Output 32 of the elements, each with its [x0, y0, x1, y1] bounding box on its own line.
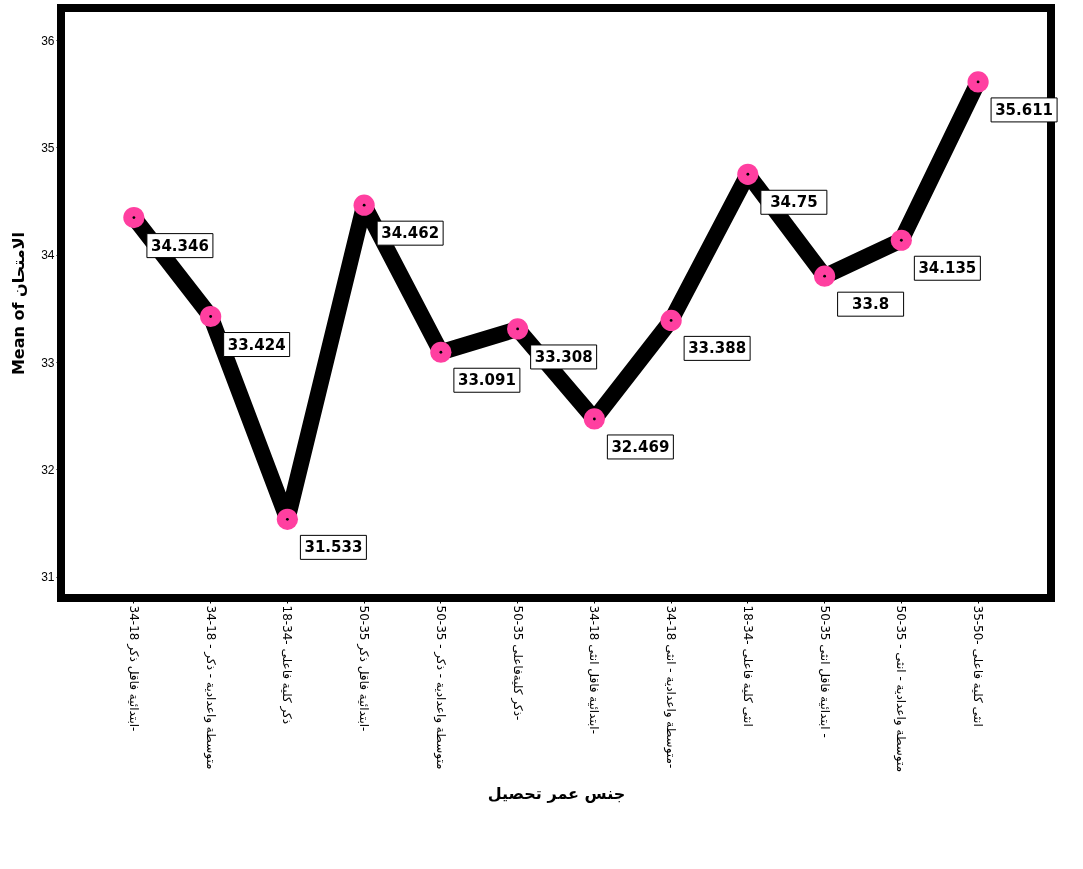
- x-tick-label: ابتدائية فاقل ذكر 18-34-: [125, 605, 141, 732]
- y-tick-label: 31: [41, 570, 55, 585]
- x-tick-label: ابتدائية فاقل انثى 35-50 -: [817, 605, 832, 738]
- y-tick-label: 32: [41, 462, 55, 477]
- data-label: 34.135: [918, 259, 977, 278]
- x-tick-label: 35-50- انثى كلية فاعلى: [971, 605, 986, 727]
- x-axis-title: جنس عمر تحصيل: [487, 784, 626, 804]
- data-label: 35.611: [995, 100, 1054, 119]
- data-label: 33.308: [534, 347, 593, 366]
- data-label: 33.8: [852, 295, 890, 314]
- x-tick-label: ذكر كليةفاعلى 35-50-: [509, 605, 525, 721]
- y-axis-title: Mean of الامتحان: [9, 231, 29, 376]
- data-label: 32.469: [611, 437, 670, 456]
- x-tick-label: متوسطة واعدادية - ذكر - 35-50: [432, 605, 448, 770]
- data-label: 31.533: [304, 538, 363, 557]
- x-tick-label: ابتدائية فاقل انثى 18-34-: [587, 605, 602, 735]
- y-tick-label: 35: [41, 140, 55, 155]
- x-tick-label: متوسطة واعدادية - ذكر - 18-34: [202, 605, 218, 770]
- y-tick-label: 34: [41, 248, 55, 263]
- x-tick-label: 18-34- انثى كلية فاعلى: [740, 605, 755, 727]
- x-tick-label: ابتدائية فاقل ذكر 35-50-: [356, 605, 372, 732]
- data-label: 34.346: [150, 236, 209, 255]
- data-label: 33.388: [688, 339, 747, 358]
- data-label: 33.424: [227, 335, 286, 354]
- x-tick-label: متوسطة واعدادية - انثى 18-34-: [663, 605, 679, 769]
- y-tick-label: 36: [41, 33, 55, 48]
- data-label: 33.091: [457, 371, 516, 390]
- y-tick-label: 33: [41, 355, 55, 370]
- x-tick-label: متوسطة واعدادية - انثى - 35-50: [893, 605, 909, 773]
- data-label: 34.75: [770, 193, 818, 212]
- x-tick-label: 18-34- ذكر كلية فاعلى: [279, 605, 295, 725]
- data-label: 34.462: [381, 224, 440, 243]
